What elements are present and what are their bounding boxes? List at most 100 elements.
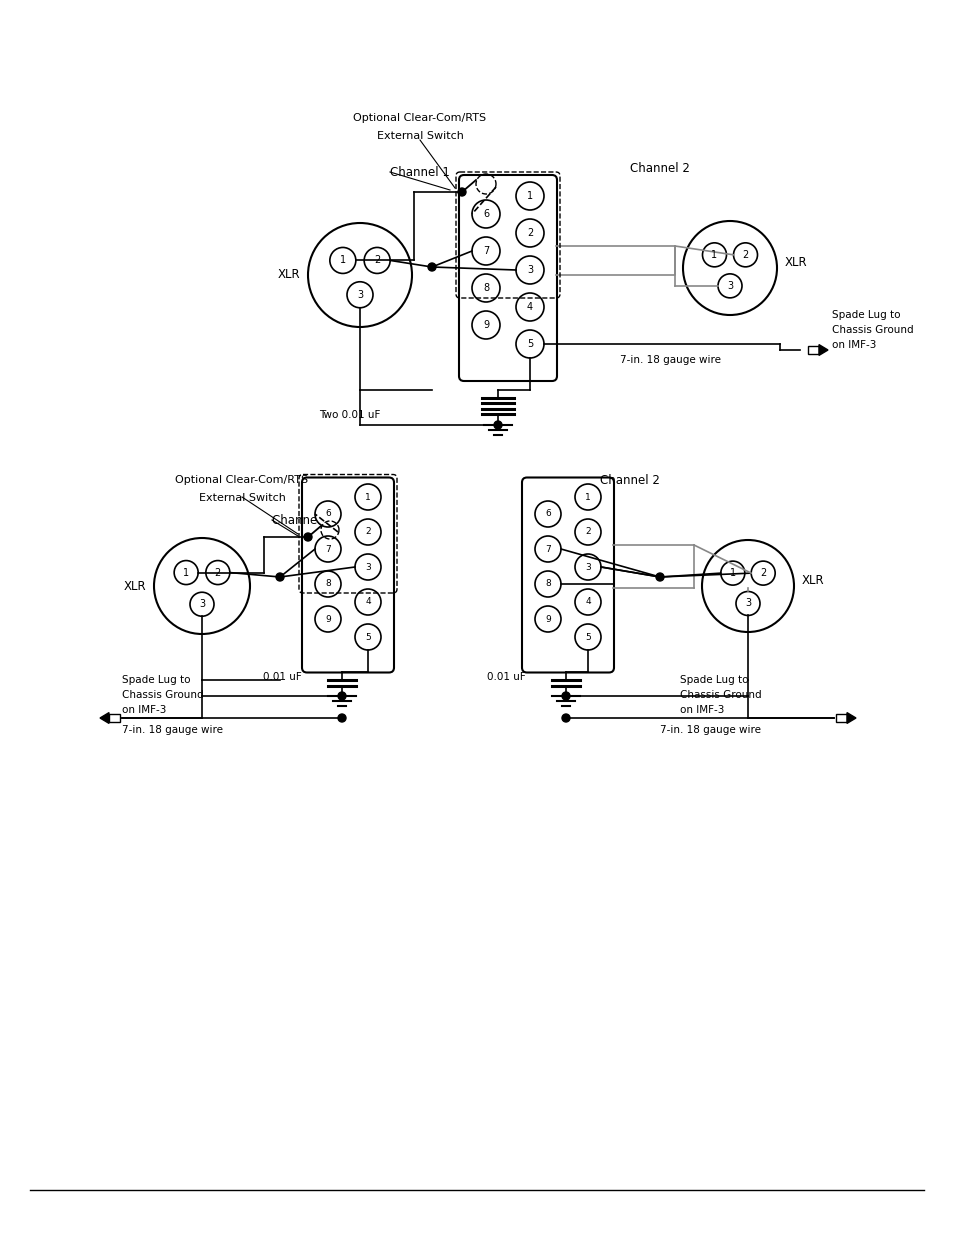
Text: XLR: XLR [277, 268, 299, 282]
Circle shape [206, 561, 230, 584]
Circle shape [535, 606, 560, 632]
Circle shape [472, 200, 499, 228]
Circle shape [701, 243, 726, 267]
Text: 8: 8 [482, 283, 489, 293]
Circle shape [472, 237, 499, 266]
Circle shape [314, 606, 340, 632]
Text: 4: 4 [584, 598, 590, 606]
Text: XLR: XLR [784, 257, 807, 269]
Text: 2: 2 [374, 256, 380, 266]
Text: 2: 2 [760, 568, 765, 578]
Text: 1: 1 [729, 568, 735, 578]
Text: External Switch: External Switch [198, 493, 285, 503]
Text: 2: 2 [741, 249, 748, 259]
Circle shape [516, 330, 543, 358]
FancyBboxPatch shape [458, 175, 557, 382]
Text: XLR: XLR [123, 579, 146, 593]
Text: Chassis Ground: Chassis Ground [122, 690, 203, 700]
Text: on IMF-3: on IMF-3 [831, 340, 876, 350]
Circle shape [575, 484, 600, 510]
Text: 1: 1 [711, 249, 717, 259]
Circle shape [314, 501, 340, 527]
Circle shape [347, 282, 373, 308]
Text: Channel 2: Channel 2 [599, 473, 659, 487]
Text: 4: 4 [365, 598, 371, 606]
Circle shape [656, 573, 663, 580]
Text: 1: 1 [584, 493, 590, 501]
Circle shape [750, 561, 775, 585]
Text: 7: 7 [325, 545, 331, 553]
Circle shape [314, 536, 340, 562]
Text: 8: 8 [325, 579, 331, 589]
Circle shape [337, 714, 346, 722]
Circle shape [337, 692, 346, 700]
Polygon shape [846, 713, 855, 724]
Text: 3: 3 [365, 562, 371, 572]
Circle shape [428, 263, 436, 270]
Text: 5: 5 [584, 632, 590, 641]
Text: 1: 1 [339, 256, 346, 266]
Text: Optional Clear-Com/RTS: Optional Clear-Com/RTS [353, 112, 486, 124]
Text: 7: 7 [482, 246, 489, 256]
Circle shape [516, 182, 543, 210]
Text: on IMF-3: on IMF-3 [679, 705, 723, 715]
Text: 3: 3 [584, 562, 590, 572]
Text: Chassis Ground: Chassis Ground [831, 325, 913, 335]
Circle shape [364, 247, 390, 273]
Text: Channel 1: Channel 1 [272, 514, 332, 526]
Text: 6: 6 [544, 510, 550, 519]
Circle shape [275, 573, 284, 580]
Text: External Switch: External Switch [376, 131, 463, 141]
Circle shape [535, 536, 560, 562]
Text: 7-in. 18 gauge wire: 7-in. 18 gauge wire [659, 725, 760, 735]
Text: 3: 3 [744, 599, 750, 609]
Circle shape [308, 224, 412, 327]
Polygon shape [100, 713, 109, 724]
Bar [836, 714, 846, 721]
Text: 4: 4 [526, 303, 533, 312]
Circle shape [735, 592, 760, 615]
Circle shape [457, 188, 465, 196]
Text: 3: 3 [199, 599, 205, 609]
Text: 8: 8 [544, 579, 550, 589]
Text: Spade Lug to: Spade Lug to [122, 676, 191, 685]
Circle shape [355, 624, 380, 650]
Text: 7-in. 18 gauge wire: 7-in. 18 gauge wire [122, 725, 223, 735]
Text: Spade Lug to: Spade Lug to [831, 310, 900, 320]
Circle shape [355, 555, 380, 580]
Text: 2: 2 [526, 228, 533, 238]
Circle shape [733, 243, 757, 267]
Circle shape [314, 571, 340, 597]
Polygon shape [818, 345, 827, 356]
Circle shape [682, 221, 776, 315]
Text: 3: 3 [526, 266, 533, 275]
Circle shape [535, 571, 560, 597]
Text: 1: 1 [365, 493, 371, 501]
Circle shape [190, 593, 213, 616]
Bar [807, 346, 818, 353]
Circle shape [516, 219, 543, 247]
Circle shape [575, 589, 600, 615]
Text: 6: 6 [325, 510, 331, 519]
Circle shape [575, 624, 600, 650]
Text: 9: 9 [544, 615, 550, 624]
Text: 0.01 uF: 0.01 uF [263, 672, 302, 682]
Text: on IMF-3: on IMF-3 [122, 705, 166, 715]
Circle shape [472, 274, 499, 303]
Circle shape [304, 534, 312, 541]
Text: Spade Lug to: Spade Lug to [679, 676, 748, 685]
Circle shape [355, 484, 380, 510]
Circle shape [561, 714, 569, 722]
Circle shape [720, 561, 744, 585]
Circle shape [701, 540, 793, 632]
Circle shape [516, 293, 543, 321]
Text: 2: 2 [365, 527, 371, 536]
Circle shape [575, 555, 600, 580]
Circle shape [561, 692, 569, 700]
Text: Channel 2: Channel 2 [629, 162, 689, 174]
Circle shape [535, 501, 560, 527]
Circle shape [472, 311, 499, 338]
Text: 1: 1 [526, 191, 533, 201]
Bar [109, 714, 120, 721]
FancyBboxPatch shape [302, 478, 394, 673]
